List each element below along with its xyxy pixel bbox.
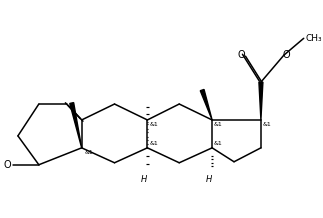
Text: H: H (141, 175, 148, 184)
Text: CH₃: CH₃ (305, 34, 322, 43)
Polygon shape (70, 103, 82, 148)
Text: H: H (206, 175, 212, 184)
Polygon shape (200, 89, 212, 120)
Text: O: O (283, 50, 291, 60)
Text: &1: &1 (214, 141, 223, 146)
Text: &1: &1 (214, 122, 223, 127)
Text: &1: &1 (85, 150, 93, 155)
Text: &1: &1 (149, 122, 158, 127)
Text: O: O (3, 160, 11, 170)
Text: O: O (237, 50, 245, 60)
Polygon shape (259, 82, 263, 120)
Text: &1: &1 (263, 122, 272, 127)
Text: &1: &1 (149, 141, 158, 146)
